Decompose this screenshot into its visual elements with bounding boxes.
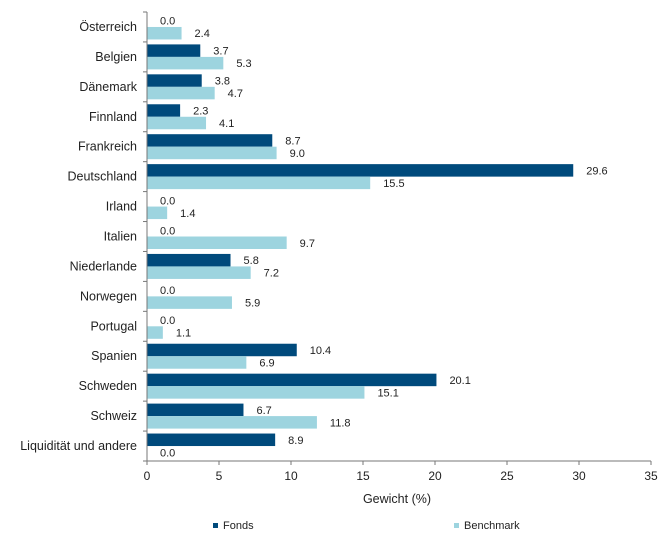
x-tick-label: 15 [356,469,370,483]
category-label: Finnland [89,110,137,124]
category-label: Deutschland [68,170,138,184]
category-label: Belgien [95,50,137,64]
value-label: 6.7 [256,405,271,417]
category-label: Portugal [90,319,137,333]
bar-benchmark [147,416,317,429]
bar-fonds [147,373,437,387]
value-label: 3.8 [215,76,230,88]
bar-benchmark [147,26,182,40]
category-label: Frankreich [78,140,137,154]
bar-benchmark [147,206,168,220]
bar-benchmark [147,146,277,160]
bar-benchmark [147,296,232,309]
legend-swatch-fonds [213,523,218,528]
category-label: Norwegen [80,289,137,303]
bar-benchmark [147,326,163,339]
x-tick-label: 25 [500,469,514,483]
bar-benchmark [147,56,224,70]
category-label: Italien [104,230,137,244]
value-label: 3.7 [213,46,228,58]
legend: Fonds Benchmark [213,520,520,532]
x-tick-label: 20 [428,469,442,483]
bars-layer [147,26,574,447]
value-label: 0.0 [160,447,175,459]
bar-fonds [147,134,273,147]
value-labels: 0.0 2.43.7 5.3 3.84.7 2.3 4.1 8.79.0 29.6 15.5 0.… [160,16,608,460]
bar-benchmark [147,356,247,369]
value-label: 6.9 [259,357,274,369]
bar-benchmark [147,266,251,279]
bar-fonds [147,433,276,447]
bar-fonds [147,44,201,57]
value-label: 0.0 [160,285,175,297]
value-label: 0.0 [160,16,175,28]
value-label: 9.0 [290,148,305,160]
category-label: Irland [106,200,137,214]
x-tick-label: 10 [284,469,298,483]
x-tick-label: 35 [644,469,658,483]
value-label: 9.7 [300,238,315,250]
value-label: 0.0 [160,195,175,207]
legend-swatch-benchmark [454,523,459,528]
bar-fonds [147,253,231,267]
value-label: 0.0 [160,315,175,327]
value-label: 0.0 [160,225,175,237]
x-axis-title: Gewicht (%) [363,492,431,506]
value-label: 2.3 [193,106,208,118]
value-label: 4.7 [228,88,243,100]
value-label: 1.1 [176,328,191,340]
bar-fonds [147,403,244,417]
bar-benchmark [147,116,207,130]
category-labels: Österreich Belgien Dänemark Finnland Frankre… [20,20,138,453]
value-label: 10.4 [310,345,331,357]
x-tick-label: 0 [144,469,151,483]
value-label: 8.7 [285,135,300,147]
value-label: 5.9 [245,298,260,310]
bar-fonds [147,104,181,117]
bar-benchmark [147,86,215,100]
category-label: Liquidität und andere [20,439,137,453]
legend-label-fonds: Fonds [223,520,254,532]
value-label: 5.3 [236,58,251,70]
bar-benchmark [147,386,365,399]
axes: 0 5 10 15 20 25 30 35 [143,11,658,483]
x-tick-label: 5 [216,469,223,483]
category-label: Dänemark [79,80,137,94]
value-label: 5.8 [244,255,259,267]
value-label: 15.1 [377,387,398,399]
value-label: 4.1 [219,118,234,130]
category-label: Schweden [79,379,137,393]
value-label: 2.4 [195,28,210,40]
value-label: 8.9 [288,435,303,447]
value-label: 20.1 [449,375,470,387]
x-tick-label: 30 [572,469,586,483]
category-label: Schweiz [90,409,137,423]
category-label: Österreich [79,20,137,34]
value-label: 7.2 [264,268,279,280]
bar-fonds [147,343,297,357]
value-label: 29.6 [586,165,607,177]
bar-fonds [147,164,574,177]
category-label: Niederlande [70,259,137,273]
bar-benchmark [147,176,371,190]
category-label: Spanien [91,349,137,363]
value-label: 11.8 [330,417,351,429]
bar-fonds [147,74,202,87]
bar-benchmark [147,236,287,249]
value-label: 15.5 [383,178,404,190]
legend-label-benchmark: Benchmark [464,520,520,532]
value-label: 1.4 [180,208,195,220]
